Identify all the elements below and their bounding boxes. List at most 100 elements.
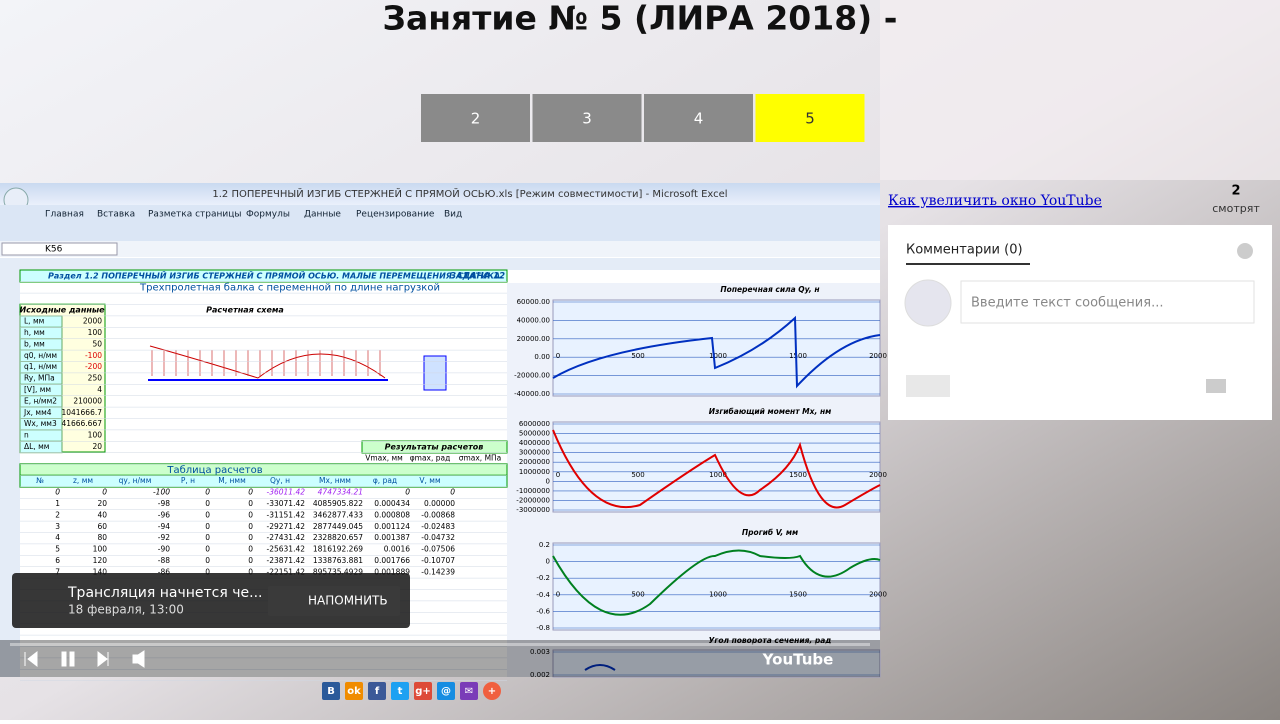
input-label: q0, н/мм	[24, 351, 57, 360]
remind-button[interactable]	[268, 586, 400, 616]
table-cell: -96	[158, 510, 170, 519]
chart-ytick: -0.8	[536, 624, 550, 632]
control-icons[interactable]	[24, 650, 145, 668]
input-value: 210000	[73, 396, 102, 405]
share-icon[interactable]: @	[441, 686, 451, 697]
youtube-logo[interactable]: YouTube	[762, 651, 834, 669]
chart-curve	[552, 429, 881, 509]
table-cell: -29271.42	[267, 522, 306, 531]
table-cell: -98	[158, 499, 170, 508]
formula-bar	[0, 241, 880, 257]
table-cell: 140	[93, 567, 108, 576]
table-cell: 0.001766	[374, 556, 410, 565]
chart-plot	[552, 649, 881, 678]
input-label: L, мм	[24, 317, 44, 326]
input-label: Wx, мм3	[24, 419, 57, 428]
name-box	[1, 242, 118, 256]
chart-xtick: 0	[556, 352, 560, 360]
video-player[interactable]: 1.2 ПОПЕРЕЧНЫЙ ИЗГИБ СТЕРЖНЕЙ С ПРЯМОЙ О…	[0, 183, 887, 681]
page-number[interactable]: 3	[582, 110, 592, 128]
chart-ytick: 20000.00	[517, 335, 550, 343]
table-cell: -25631.42	[267, 545, 306, 554]
share-button[interactable]	[460, 682, 478, 700]
page-button[interactable]	[421, 94, 530, 142]
chart-ytick: 0	[546, 558, 550, 566]
column-header: M, нмм	[218, 476, 245, 485]
comment-placeholder: Введите текст сообщения...	[971, 296, 1163, 311]
chart-plot	[552, 542, 881, 631]
input-label: b, мм	[24, 339, 45, 348]
input-value: 20	[92, 442, 102, 451]
controls-bar	[0, 640, 880, 677]
input-header: Исходные данные	[19, 306, 105, 315]
table-cell: 0	[102, 488, 107, 497]
share-button[interactable]	[414, 682, 432, 700]
table-cell: 1338763.881	[313, 556, 363, 565]
input-label: Ry, МПа	[24, 374, 55, 383]
page-button[interactable]	[532, 94, 642, 142]
comments-tab[interactable]: Комментарии (0)	[906, 243, 1023, 258]
share-icon[interactable]: ✉	[465, 686, 473, 697]
share-button[interactable]	[345, 682, 363, 700]
share-icon[interactable]: В	[327, 686, 335, 697]
share-icon[interactable]: ok	[347, 686, 361, 697]
share-icon[interactable]: g+	[415, 686, 431, 697]
share-icon[interactable]: t	[398, 686, 403, 697]
table-cell: 0	[248, 488, 253, 497]
table-cell: 0	[205, 499, 210, 508]
chart-xtick: 500	[631, 591, 644, 599]
table-cell: -92	[158, 533, 170, 542]
chart-ytick: -0.2	[536, 574, 550, 582]
chart-ytick: 2000000	[519, 458, 550, 466]
chart-xtick: 0	[556, 471, 560, 479]
page-button[interactable]	[755, 94, 865, 142]
mail-icon[interactable]	[1206, 379, 1226, 393]
share-icon[interactable]: +	[488, 686, 496, 697]
column-header: z, мм	[73, 476, 93, 485]
share-button[interactable]	[368, 682, 386, 700]
page-button[interactable]	[644, 94, 753, 142]
table-cell: 7	[55, 567, 60, 576]
settings-icon[interactable]	[1237, 243, 1253, 259]
help-link[interactable]: Как увеличить окно YouTube	[888, 193, 1102, 209]
chart-xtick: 1500	[789, 471, 807, 479]
chart-ytick: -0.4	[536, 591, 550, 599]
page-number[interactable]: 5	[805, 110, 815, 128]
columns-band	[19, 474, 508, 488]
chart-ytick: -3000000	[516, 506, 550, 514]
chart-xtick: 1500	[789, 591, 807, 599]
chart-ytick: 6000000	[519, 420, 550, 428]
page-number[interactable]: 4	[694, 110, 704, 128]
chart-ytick: 0.003	[530, 648, 550, 656]
table-cell: 2877449.045	[313, 522, 363, 531]
share-button[interactable]	[437, 682, 455, 700]
chart-ytick: -2000000	[516, 496, 550, 504]
share-button[interactable]	[391, 682, 409, 700]
input-value: 41666.667	[61, 419, 102, 428]
comment-input[interactable]	[960, 280, 1255, 324]
table-cell: -0.14239	[421, 567, 455, 576]
stream-status: Трансляция начнется че...	[67, 585, 262, 601]
share-button[interactable]	[322, 682, 340, 700]
share-button[interactable]	[483, 682, 501, 700]
input-label: Jx, мм4	[23, 408, 52, 417]
column-header: φ, рад	[373, 476, 397, 485]
results-header-cell	[361, 440, 508, 454]
table-cell: 0	[248, 567, 253, 576]
ribbon-tab: Данные	[304, 210, 341, 220]
table-cell: -0.00868	[421, 510, 455, 519]
column-headers	[0, 258, 880, 270]
load-curve	[149, 345, 386, 379]
column-header: P, н	[181, 476, 195, 485]
task-label: ЗАДАЧА 12	[450, 272, 505, 282]
table-cell: 3462877.433	[313, 510, 363, 519]
table-cell: 0	[248, 533, 253, 542]
chart-curve	[552, 315, 881, 389]
share-icon[interactable]: f	[375, 686, 380, 697]
table-cell: 0.0016	[384, 545, 410, 554]
remind-label[interactable]: НАПОМНИТЬ	[308, 594, 388, 608]
table-cell: -27431.42	[267, 533, 306, 542]
table-cell: -86	[158, 567, 170, 576]
chart-xtick: 1000	[709, 591, 727, 599]
page-number[interactable]: 2	[471, 110, 481, 128]
